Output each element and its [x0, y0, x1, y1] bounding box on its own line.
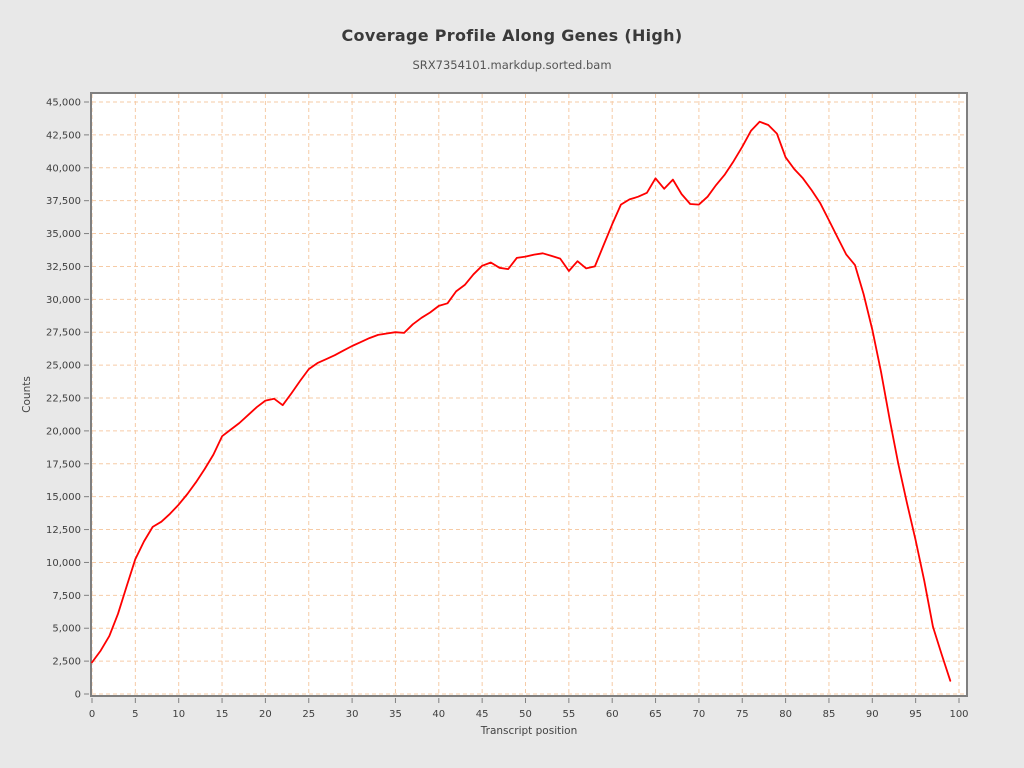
svg-text:12,500: 12,500 [46, 525, 81, 536]
svg-text:32,500: 32,500 [46, 262, 81, 273]
svg-text:20: 20 [259, 709, 272, 720]
svg-text:22,500: 22,500 [46, 394, 81, 405]
y-tick-labels: 0 2,500 5,000 7,500 10,000 12,500 15,000 17,500… [46, 98, 81, 701]
axis-ticks [84, 101, 960, 703]
svg-text:30,000: 30,000 [46, 295, 81, 306]
svg-text:40,000: 40,000 [46, 163, 81, 174]
svg-text:35,000: 35,000 [46, 229, 81, 240]
y-axis-label: Counts [21, 376, 33, 413]
chart-title: Coverage Profile Along Genes (High) [341, 26, 683, 45]
svg-text:17,500: 17,500 [46, 459, 81, 470]
svg-text:2,500: 2,500 [52, 657, 81, 668]
svg-text:100: 100 [949, 709, 968, 720]
svg-text:80: 80 [779, 709, 792, 720]
svg-text:55: 55 [562, 709, 575, 720]
plot-frame [90, 92, 968, 697]
svg-text:75: 75 [736, 709, 749, 720]
svg-text:50: 50 [519, 709, 532, 720]
coverage-line [91, 120, 952, 682]
x-axis-label: Transcript position [480, 725, 577, 737]
svg-text:40: 40 [432, 709, 445, 720]
svg-text:10,000: 10,000 [46, 558, 81, 569]
svg-text:25,000: 25,000 [46, 361, 81, 372]
svg-text:10: 10 [172, 709, 185, 720]
svg-text:7,500: 7,500 [52, 591, 81, 602]
svg-text:90: 90 [866, 709, 879, 720]
svg-text:0: 0 [75, 690, 81, 701]
svg-text:15: 15 [216, 709, 229, 720]
svg-text:95: 95 [909, 709, 922, 720]
svg-text:15,000: 15,000 [46, 492, 81, 503]
svg-text:85: 85 [823, 709, 836, 720]
svg-text:45: 45 [476, 709, 489, 720]
svg-text:37,500: 37,500 [46, 196, 81, 207]
svg-text:35: 35 [389, 709, 402, 720]
svg-text:5: 5 [132, 709, 138, 720]
svg-text:0: 0 [89, 709, 95, 720]
x-tick-labels: 0 5 10 15 20 25 30 35 40 45 50 55 60 65 70 75 80 85 90 95 10… [89, 709, 969, 720]
svg-text:27,500: 27,500 [46, 328, 81, 339]
svg-text:25: 25 [302, 709, 315, 720]
svg-text:60: 60 [606, 709, 619, 720]
svg-text:5,000: 5,000 [52, 624, 81, 635]
svg-text:30: 30 [346, 709, 359, 720]
svg-text:42,500: 42,500 [46, 130, 81, 141]
chart-subtitle: SRX7354101.markdup.sorted.bam [412, 58, 612, 72]
svg-text:45,000: 45,000 [46, 98, 81, 109]
svg-text:20,000: 20,000 [46, 426, 81, 437]
svg-text:70: 70 [693, 709, 706, 720]
gridlines [91, 94, 966, 695]
svg-text:65: 65 [649, 709, 662, 720]
